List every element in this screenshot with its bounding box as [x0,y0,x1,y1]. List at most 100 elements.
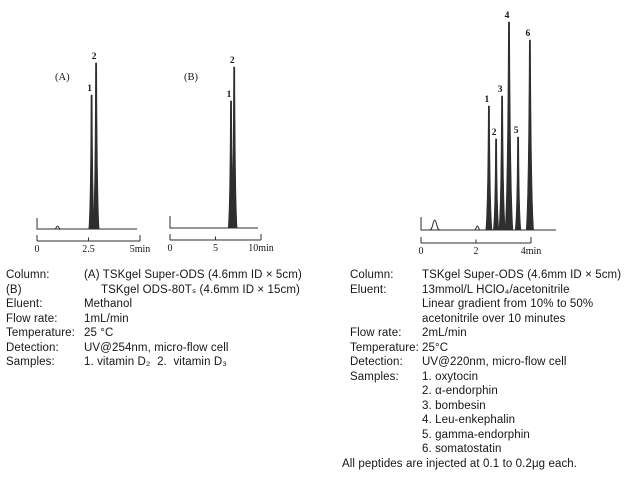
spec-row: 3. bombesin [342,399,634,414]
spec-row: 2. α-endorphin [342,384,634,399]
spec-row: Samples: 1. oxytocin [342,370,634,385]
peak-number-label: 2 [92,52,97,62]
spec-row: Temperature: 25 °C [6,326,340,341]
spec-value: 5. gamma-endorphin [422,428,530,441]
chromatogram-B: 1 2 0 5 10min (B) [168,56,274,254]
spec-label: Samples: [350,370,399,383]
spec-value: acetonitrile over 10 minutes [422,312,566,325]
spec-label: Temperature: [350,341,419,354]
spec-value: 1mL/min [84,312,129,325]
specs-panel-peptides: Column: TSKgel Super-ODS (4.6mm ID × 5cm)… [342,268,634,471]
spec-label: Flow rate: [6,312,58,325]
spec-value: 3. bombesin [422,399,486,412]
spec-row: Samples: 1. vitamin D₂ 2. vitamin D₃ [6,355,340,370]
spec-row: (B) TSKgel ODS-80Tₛ (4.6mm ID × 15cm) [6,283,340,298]
spec-row: Temperature: 25°C [342,341,634,356]
chromatogram-baseline [36,218,137,230]
spec-row: 4. Leu-enkephalin [342,413,634,428]
spec-row: Detection: UV@220nm, micro-flow cell [342,355,634,370]
peak-5 [514,136,522,231]
specs-panel-vitamin-d: Column: (A) TSKgel Super-ODS (4.6mm ID × … [6,268,340,370]
peak-2 [492,138,500,231]
spec-value: 25 °C [84,327,114,339]
spec-value: Linear gradient from 10% to 50% [422,298,594,310]
peak-6 [525,39,534,231]
peak-number-label: 2 [230,56,235,66]
spec-label [350,413,422,428]
chromatogram-peptides: 1 2 3 4 5 6 0 2 4min [419,11,556,257]
spec-row: Eluent: 13mmol/L HClO₄/acetonitrile [342,283,634,298]
spec-row: 6. somatostatin [342,442,634,457]
spec-label: Column: [350,269,394,281]
peak-number-label: 5 [514,126,519,136]
baseline-bump [54,225,61,230]
spec-value: 6. somatostatin [422,443,502,455]
specs-rows: Column: TSKgel Super-ODS (4.6mm ID × 5cm)… [342,268,634,457]
spec-label [350,297,422,312]
axis-tick-label: 5 [213,243,218,254]
injection-footnote: All peptides are injected at 0.1 to 0.2μ… [342,457,578,470]
peak-1 [88,94,95,230]
spec-value: 2. α-endorphin [422,385,498,397]
panel-label: (B) [184,72,199,83]
spec-value: 4. Leu-enkephalin [422,414,516,426]
axis-tick-label: 0 [168,243,173,254]
axis-tick-label: 10min [248,243,274,254]
peak-number-label: 6 [526,29,531,39]
peak-2 [92,62,100,230]
spec-value: 25°C [422,341,449,354]
spec-label: Temperature: [6,327,75,339]
peak-number-label: 1 [485,95,490,105]
spec-row: Column: TSKgel Super-ODS (4.6mm ID × 5cm) [342,268,634,283]
peak-2 [230,66,238,229]
axis-tick-label: 5min [130,244,151,255]
peak-number-label: 4 [505,11,510,21]
axis-tick-label: 4min [521,246,542,257]
spec-row: Linear gradient from 10% to 50% [342,297,634,312]
peak-1 [485,105,493,231]
peak-number-label: 1 [227,90,232,100]
spec-value: 1. oxytocin [422,370,479,383]
chromatogram-A: 1 2 0 2.5 5min (A) [35,52,151,255]
spec-value: (A) TSKgel Super-ODS (4.6mm ID × 5cm) [84,269,302,281]
spec-value: 2mL/min [422,327,467,339]
axis-tick-label: 0 [35,244,40,255]
chromatogram-baseline [169,216,258,229]
spec-label [350,312,422,327]
spec-label: Eluent: [350,283,387,296]
spec-row: Column: (A) TSKgel Super-ODS (4.6mm ID × … [6,268,340,283]
spec-row: acetonitrile over 10 minutes [342,312,634,327]
spec-value: 13mmol/L HClO₄/acetonitrile [422,283,570,296]
spec-label: (B) [6,283,22,296]
peak-number-label: 1 [87,84,92,94]
spec-row: Flow rate: 1mL/min [6,312,340,327]
spec-label [350,399,422,414]
spec-label: Column: [6,269,50,281]
spec-value: Methanol [84,298,133,310]
spec-label: Eluent: [6,298,43,310]
axis-tick-label: 0 [419,246,424,257]
spec-value: UV@254nm, micro-flow cell [84,341,229,354]
spec-label: Flow rate: [350,327,402,339]
spec-value: 1. vitamin D₂ 2. vitamin D₃ [84,356,228,368]
spec-label: Detection: [350,356,403,368]
baseline-bump [429,219,440,231]
baseline-bump [474,225,481,231]
spec-row: Detection: UV@254nm, micro-flow cell [6,341,340,356]
spec-value: TSKgel ODS-80Tₛ (4.6mm ID × 15cm) [101,283,300,296]
peak-number-label: 2 [492,128,497,138]
spec-value: UV@220nm, micro-flow cell [422,356,567,368]
chromatogram-charts: 1 2 0 2.5 5min (A) 1 2 0 5 10min (B) 1 2 3 4 5 6 0 2 4min [35,11,556,257]
axis-tick-label: 2 [474,246,479,257]
spec-row: Flow rate: 2mL/min [342,326,634,341]
spec-label [350,442,422,457]
peak-number-label: 3 [498,85,503,95]
peak-4 [504,21,514,231]
spec-label [350,428,422,443]
spec-row: Eluent: Methanol [6,297,340,312]
spec-value: TSKgel Super-ODS (4.6mm ID × 5cm) [422,269,622,281]
spec-label: Detection: [6,341,59,354]
spec-row: 5. gamma-endorphin [342,428,634,443]
panel-label: (A) [55,72,70,83]
